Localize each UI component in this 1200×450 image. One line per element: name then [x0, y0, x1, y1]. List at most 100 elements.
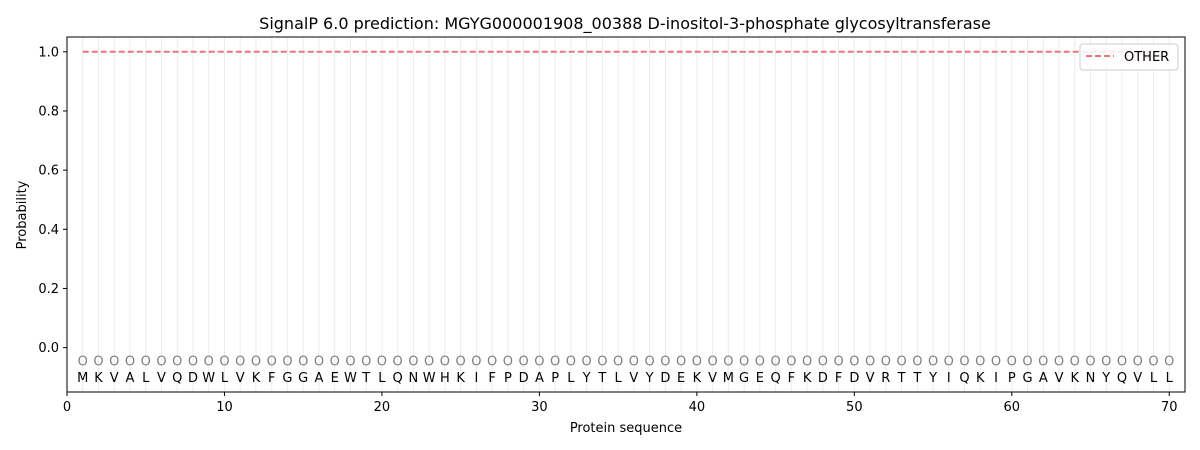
region-label-37: O — [645, 354, 655, 369]
residue-label-58: K — [976, 371, 985, 386]
residue-label-28: P — [504, 371, 512, 386]
y-tick-label-5: 1.0 — [38, 45, 59, 60]
region-label-23: O — [424, 354, 434, 369]
region-label-1: O — [78, 354, 88, 369]
region-label-34: O — [597, 354, 607, 369]
residue-label-24: H — [440, 371, 450, 386]
region-label-49: O — [833, 354, 843, 369]
region-label-39: O — [676, 354, 686, 369]
region-label-68: O — [1133, 354, 1143, 369]
region-label-38: O — [660, 354, 670, 369]
x-tick-label-50: 50 — [846, 400, 863, 415]
region-label-44: O — [755, 354, 765, 369]
residue-label-25: K — [456, 371, 465, 386]
residue-label-14: G — [282, 371, 292, 386]
y-axis-label: Probability — [15, 180, 30, 249]
region-label-14: O — [282, 354, 292, 369]
residue-label-63: V — [1055, 371, 1064, 386]
x-tick-label-0: 0 — [63, 400, 71, 415]
residue-label-45: Q — [770, 371, 780, 386]
y-tick-label-1: 0.2 — [38, 282, 59, 297]
residue-label-59: I — [994, 371, 998, 386]
residue-label-8: D — [188, 371, 198, 386]
region-label-19: O — [361, 354, 371, 369]
region-label-43: O — [739, 354, 749, 369]
region-label-61: O — [1022, 354, 1032, 369]
y-tick-label-0: 0.0 — [38, 341, 59, 356]
residue-label-37: Y — [645, 371, 654, 386]
residue-label-23: W — [423, 371, 436, 386]
residue-layer: OMOKOVOAOLOVOQODOWOLOVOKOFOGOGOAOEOWOTOL… — [77, 354, 1174, 386]
region-label-26: O — [471, 354, 481, 369]
residue-label-46: F — [788, 371, 795, 386]
residue-label-34: T — [597, 371, 606, 386]
region-label-29: O — [519, 354, 529, 369]
region-label-41: O — [707, 354, 717, 369]
region-label-21: O — [393, 354, 403, 369]
legend: OTHER — [1079, 43, 1179, 71]
residue-label-68: V — [1133, 371, 1142, 386]
residue-label-66: Y — [1101, 371, 1110, 386]
region-label-2: O — [93, 354, 103, 369]
region-label-5: O — [141, 354, 151, 369]
residue-label-33: Y — [582, 371, 591, 386]
region-label-46: O — [786, 354, 796, 369]
residue-label-67: Q — [1117, 371, 1127, 386]
residue-label-50: D — [849, 371, 859, 386]
residue-label-65: N — [1086, 371, 1096, 386]
region-label-65: O — [1085, 354, 1095, 369]
region-label-40: O — [692, 354, 702, 369]
residue-label-9: W — [202, 371, 215, 386]
residue-label-56: I — [947, 371, 951, 386]
region-label-59: O — [991, 354, 1001, 369]
residue-label-48: D — [818, 371, 828, 386]
region-label-32: O — [566, 354, 576, 369]
residue-label-62: A — [1039, 371, 1048, 386]
y-tick-label-4: 0.8 — [38, 104, 59, 119]
region-label-10: O — [219, 354, 229, 369]
residue-label-13: F — [268, 371, 275, 386]
region-label-45: O — [770, 354, 780, 369]
residue-label-41: V — [708, 371, 717, 386]
legend-label-other: OTHER — [1124, 50, 1169, 65]
region-label-15: O — [298, 354, 308, 369]
region-label-60: O — [1007, 354, 1017, 369]
residue-label-43: G — [739, 371, 749, 386]
y-tick-label-3: 0.6 — [38, 164, 59, 179]
residue-label-26: I — [474, 371, 478, 386]
legend-box — [1079, 43, 1179, 71]
residue-label-54: T — [912, 371, 921, 386]
residue-label-69: L — [1150, 371, 1158, 386]
region-label-31: O — [550, 354, 560, 369]
residue-label-44: E — [756, 371, 764, 386]
region-label-18: O — [345, 354, 355, 369]
residue-label-2: K — [94, 371, 103, 386]
region-label-30: O — [534, 354, 544, 369]
residue-label-17: E — [331, 371, 339, 386]
region-label-35: O — [613, 354, 623, 369]
residue-label-38: D — [660, 371, 670, 386]
residue-label-47: K — [803, 371, 812, 386]
x-axis: 0 10 20 30 40 50 60 70 — [63, 392, 1178, 415]
region-label-51: O — [865, 354, 875, 369]
residue-label-10: L — [221, 371, 229, 386]
region-label-17: O — [330, 354, 340, 369]
residue-label-15: G — [298, 371, 308, 386]
x-tick-label-60: 60 — [1004, 400, 1021, 415]
x-tick-label-70: 70 — [1161, 400, 1178, 415]
region-label-56: O — [944, 354, 954, 369]
x-tick-label-30: 30 — [531, 400, 548, 415]
residue-label-16: A — [314, 371, 323, 386]
region-label-48: O — [818, 354, 828, 369]
residue-label-3: V — [110, 371, 119, 386]
residue-label-6: V — [157, 371, 166, 386]
residue-label-57: Q — [959, 371, 969, 386]
residue-label-42: M — [723, 371, 734, 386]
region-label-42: O — [723, 354, 733, 369]
residue-grid — [82, 37, 1170, 392]
residue-label-31: P — [551, 371, 559, 386]
x-tick-label-20: 20 — [374, 400, 391, 415]
residue-label-52: R — [881, 371, 890, 386]
residue-label-35: L — [615, 371, 623, 386]
